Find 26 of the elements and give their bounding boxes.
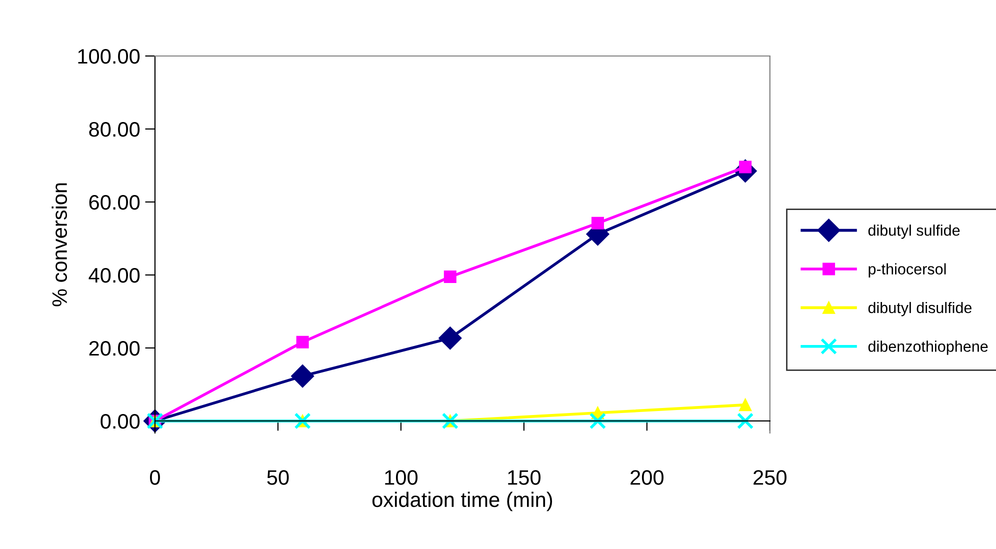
y-tick-label: 100.00	[78, 49, 140, 64]
point	[296, 336, 309, 348]
x-tick-label: 0	[150, 470, 160, 485]
point	[589, 412, 606, 430]
x-tick-label: 200	[630, 470, 664, 485]
y-tick-label: 0.00	[100, 414, 140, 429]
point	[736, 412, 754, 430]
point	[444, 270, 456, 284]
x-tick-label: 250	[754, 470, 786, 485]
legend-label: dibenzothiophene	[868, 340, 988, 355]
y-tick-label: 60.00	[89, 194, 140, 210]
legend-label: p-thiocersol	[868, 263, 946, 278]
point	[291, 364, 314, 388]
x-tick-label: 50	[267, 470, 289, 485]
y-tick-label: 20.00	[89, 340, 140, 356]
point	[591, 216, 604, 230]
legend-label: dibutyl disulfide	[868, 302, 972, 316]
x-tick-label: 100	[385, 470, 418, 485]
x-tick-label: 150	[508, 470, 540, 485]
point	[438, 326, 462, 350]
y-axis-title: % conversion	[52, 183, 68, 306]
y-tick-label: 80.00	[89, 122, 140, 137]
legend-label: dibutyl sulfide	[868, 224, 960, 239]
x-axis-title: oxidation time (min)	[372, 492, 552, 512]
y-tick-label: 40.00	[88, 268, 140, 283]
point	[739, 398, 752, 412]
